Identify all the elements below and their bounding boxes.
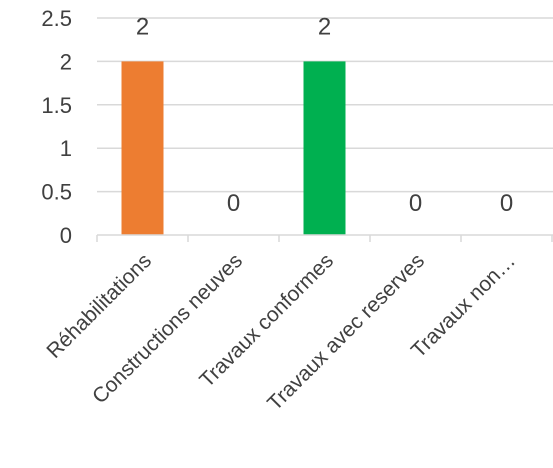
y-tick-label: 1.5: [41, 93, 72, 118]
labels: 00.511.522.5 2Réhabilitations0Constructio…: [41, 6, 520, 415]
category-label: Travaux avec reserves: [263, 249, 429, 415]
y-tick-label: 2: [60, 49, 72, 74]
data-label: 0: [409, 190, 422, 217]
y-tick-label: 0.5: [41, 180, 72, 205]
y-tick-label: 2.5: [41, 6, 72, 31]
bars: [121, 61, 346, 236]
y-tick-label: 0: [60, 223, 72, 248]
y-tick-label: 1: [60, 136, 72, 161]
bar: [121, 61, 164, 236]
bar: [303, 61, 346, 236]
category-label: Constructions neuves: [88, 249, 247, 408]
data-label: 0: [227, 190, 240, 217]
data-label: 2: [136, 13, 149, 40]
data-label: 2: [318, 13, 331, 40]
x-axis: [96, 234, 553, 242]
data-label: 0: [500, 190, 513, 217]
